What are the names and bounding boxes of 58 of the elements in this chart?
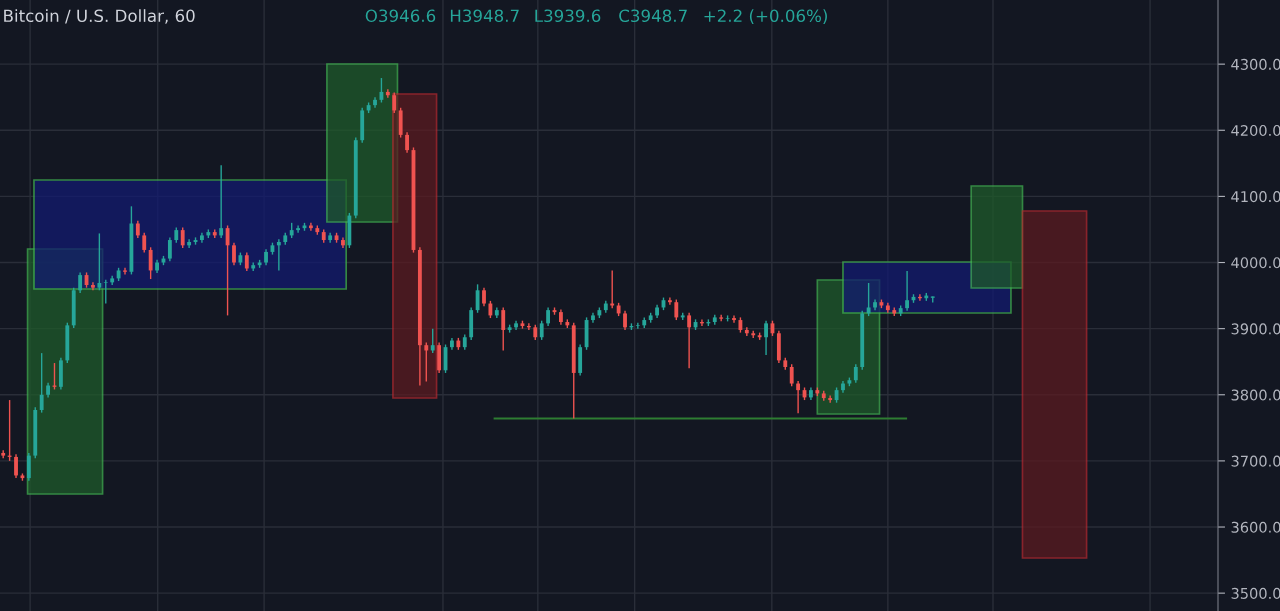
candlestick	[219, 164, 224, 239]
annotation: C3948.7	[619, 9, 687, 23]
candlestick	[14, 453, 18, 479]
candlestick	[853, 363, 858, 384]
candlestick	[610, 269, 615, 309]
candlestick	[167, 236, 172, 262]
candlestick	[276, 238, 281, 272]
candlestick	[635, 321, 640, 330]
candlestick	[475, 283, 480, 314]
candlestick	[296, 224, 301, 234]
candlestick	[789, 363, 794, 387]
candlestick	[796, 380, 801, 414]
y-tick-label: 3500.0	[1231, 587, 1280, 599]
candlestick	[308, 222, 313, 232]
candlestick	[905, 270, 910, 312]
y-tick-label: 4000.0	[1231, 257, 1280, 269]
candlestick	[142, 232, 147, 254]
candlestick	[180, 226, 185, 249]
candlestick	[103, 279, 108, 305]
candlestick	[732, 314, 736, 324]
y-tick-label: 3800.0	[1231, 389, 1280, 401]
candlestick	[405, 131, 409, 154]
candlestick	[764, 320, 768, 356]
candlestick	[828, 394, 833, 404]
candlestick	[482, 286, 486, 307]
candlestick	[392, 91, 397, 114]
chart-title: Bitcoin / U.S. Dollar, 60	[4, 9, 195, 24]
candlestick	[244, 251, 249, 272]
candlestick	[39, 352, 44, 414]
candlestick	[866, 282, 871, 317]
candlestick	[546, 306, 551, 327]
candlestick	[148, 246, 153, 280]
annotation: +2.2 (+0.06%)	[704, 9, 827, 25]
candlestick	[501, 306, 506, 352]
candlestick	[424, 341, 429, 383]
y-tick-label: 4100.0	[1231, 191, 1280, 203]
candlestick	[26, 452, 31, 482]
candlestick	[232, 241, 236, 266]
y-tick-label: 4200.0	[1231, 124, 1280, 137]
y-tick-label: 3900.0	[1231, 323, 1280, 335]
candlestick	[539, 320, 544, 341]
y-tick-label: 3700.0	[1231, 455, 1280, 467]
candlestick	[430, 327, 435, 354]
annotation: O3946.6	[365, 9, 436, 23]
annotation: H3948.7	[450, 9, 519, 23]
candlestick	[674, 298, 679, 321]
candlestick	[97, 232, 102, 291]
candlestick	[667, 296, 672, 306]
candlestick	[385, 88, 390, 99]
candlestick	[91, 281, 95, 291]
candlestick	[744, 326, 749, 337]
annotation: L3939.6	[535, 9, 601, 23]
candlestick	[78, 271, 83, 294]
candlestick	[623, 310, 627, 331]
y-tick-label: 3600.0	[1231, 521, 1280, 533]
y-tick-label: 4300.0	[1231, 58, 1280, 70]
candlestick	[687, 312, 692, 370]
candlestick	[187, 238, 192, 249]
